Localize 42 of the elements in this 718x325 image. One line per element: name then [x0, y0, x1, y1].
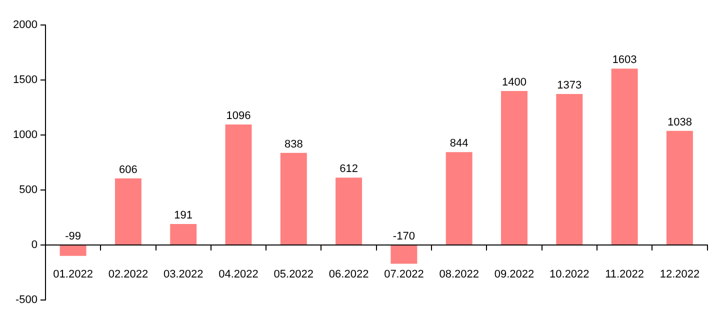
data-label: 191: [174, 210, 193, 222]
x-tick-label: 06.2022: [328, 268, 369, 281]
data-label: 1096: [226, 110, 251, 122]
bar: [114, 178, 142, 244]
y-tick-label: 1500: [12, 74, 38, 86]
x-tick-label: 01.2022: [53, 268, 93, 281]
bar: [446, 152, 472, 244]
data-label: 612: [340, 163, 358, 176]
bar: [390, 246, 418, 264]
x-tick-label: 07.2022: [384, 268, 424, 281]
bar: [170, 224, 197, 244]
bar: [501, 91, 528, 244]
bar: [60, 246, 86, 256]
data-label: -99: [65, 230, 81, 243]
x-tick-label: 04.2022: [218, 268, 258, 281]
x-tick-label: 05.2022: [274, 268, 314, 281]
data-label: 1603: [612, 54, 637, 66]
bar: [336, 178, 362, 244]
y-tick-label: 2000: [12, 19, 38, 32]
y-tick-label: 0: [31, 239, 38, 252]
data-label: 1038: [667, 116, 692, 128]
data-label: 1373: [557, 80, 582, 92]
y-tick-label: -500: [15, 294, 38, 306]
data-label: 844: [450, 138, 468, 150]
x-tick-label: 11.2022: [605, 268, 644, 281]
bar: [611, 68, 638, 244]
x-tick-label: 10.2022: [550, 268, 590, 281]
x-tick-label: 12.2022: [660, 268, 700, 281]
data-label: 1400: [502, 76, 526, 89]
x-tick-label: 03.2022: [163, 268, 204, 281]
x-tick-label: 02.2022: [108, 268, 148, 281]
x-tick-label: 08.2022: [439, 268, 479, 281]
bar: [556, 94, 583, 244]
y-tick-label: 500: [19, 184, 38, 196]
bar: [666, 130, 693, 244]
data-label: 838: [284, 138, 303, 150]
data-label: 606: [119, 164, 138, 176]
y-tick-label: 1000: [12, 129, 38, 142]
data-label: -170: [392, 230, 415, 243]
bar: [225, 124, 252, 244]
bar: [280, 152, 307, 244]
x-tick-label: 09.2022: [494, 268, 534, 281]
